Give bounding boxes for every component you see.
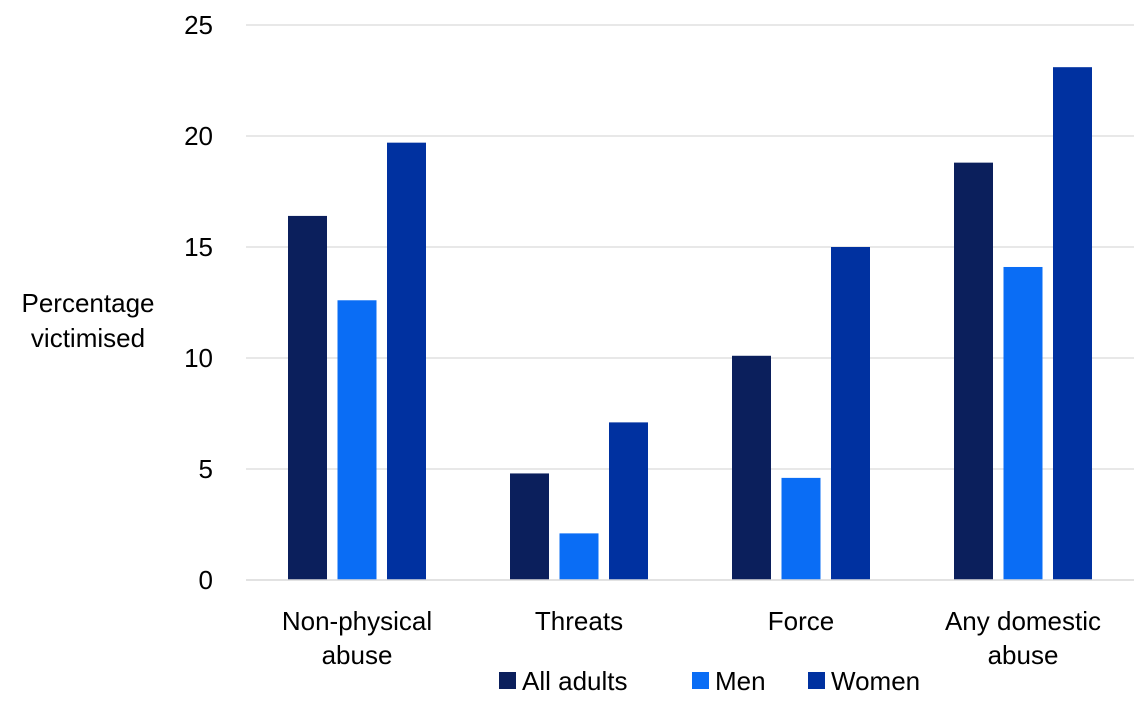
y-axis-ticks: 0 5 10 15 20 25 — [184, 10, 213, 595]
x-category-label-line: Threats — [535, 606, 623, 636]
bar — [732, 355, 771, 580]
bar — [1003, 266, 1043, 580]
x-category-label: Force — [768, 606, 834, 636]
legend-label: Men — [715, 666, 766, 696]
y-tick-label: 0 — [199, 565, 213, 595]
y-axis-title: Percentage victimised — [22, 288, 155, 353]
y-tick-label: 25 — [184, 10, 213, 40]
bar — [510, 473, 549, 580]
y-axis-title-line: Percentage — [22, 288, 155, 318]
x-category-label: Any domestic abuse — [945, 606, 1101, 670]
bar — [288, 215, 327, 581]
y-tick-label: 20 — [184, 121, 213, 151]
x-category-label-line: Non-physical — [282, 606, 432, 636]
x-category-label-line: Force — [768, 606, 834, 636]
x-category-label: Non-physical abuse — [282, 606, 432, 670]
legend-swatch — [808, 672, 825, 689]
y-axis-label: Percentage victimised — [22, 288, 155, 353]
x-category-label-line: abuse — [988, 640, 1059, 670]
bar — [831, 247, 870, 580]
bar — [781, 477, 821, 580]
y-tick-label: 5 — [199, 454, 213, 484]
bar — [559, 533, 599, 580]
legend-label: All adults — [522, 666, 628, 696]
bar — [387, 142, 426, 580]
bar — [337, 300, 377, 580]
gridlines — [246, 24, 1134, 470]
legend-swatch — [692, 672, 709, 689]
category-labels: Non-physical abuse Threats Force Any domesti… — [282, 606, 1101, 670]
bar — [1053, 67, 1092, 581]
legend: All adults Men Women — [499, 666, 920, 696]
legend-swatch — [499, 672, 516, 689]
legend-label: Women — [831, 666, 920, 696]
x-category-label-line: Any domestic — [945, 606, 1101, 636]
bar — [954, 162, 993, 580]
x-category-label: Threats — [535, 606, 623, 636]
x-category-label-line: abuse — [322, 640, 393, 670]
bars — [288, 67, 1092, 581]
bar — [609, 422, 648, 580]
y-tick-label: 10 — [184, 343, 213, 373]
y-tick-label: 15 — [184, 232, 213, 262]
y-axis-title-line: victimised — [31, 323, 145, 353]
